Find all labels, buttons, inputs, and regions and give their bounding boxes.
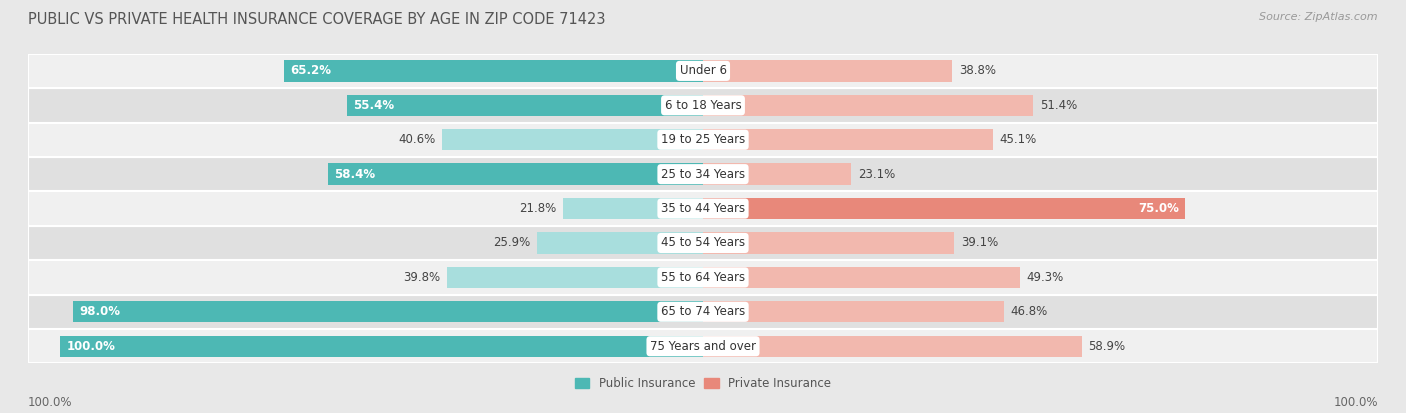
Text: 46.8%: 46.8% <box>1011 305 1047 318</box>
Text: 55 to 64 Years: 55 to 64 Years <box>661 271 745 284</box>
Text: 39.8%: 39.8% <box>404 271 440 284</box>
Text: 100.0%: 100.0% <box>1333 396 1378 409</box>
Bar <box>28 88 1378 123</box>
Text: 39.1%: 39.1% <box>960 237 998 249</box>
Bar <box>441 129 703 150</box>
Text: 65 to 74 Years: 65 to 74 Years <box>661 305 745 318</box>
Text: 51.4%: 51.4% <box>1040 99 1077 112</box>
Bar <box>703 95 1033 116</box>
Text: Source: ZipAtlas.com: Source: ZipAtlas.com <box>1260 12 1378 22</box>
Bar <box>703 301 1004 323</box>
Bar <box>328 164 703 185</box>
Bar <box>28 157 1378 191</box>
Text: PUBLIC VS PRIVATE HEALTH INSURANCE COVERAGE BY AGE IN ZIP CODE 71423: PUBLIC VS PRIVATE HEALTH INSURANCE COVER… <box>28 12 606 27</box>
Bar <box>703 335 1081 357</box>
Bar <box>28 54 1378 88</box>
Bar <box>703 164 852 185</box>
Text: 45.1%: 45.1% <box>1000 133 1036 146</box>
Text: 38.8%: 38.8% <box>959 64 995 77</box>
Bar <box>703 129 993 150</box>
Bar <box>537 232 703 254</box>
Bar <box>28 260 1378 294</box>
Text: 55.4%: 55.4% <box>353 99 395 112</box>
Bar <box>562 198 703 219</box>
Text: 100.0%: 100.0% <box>28 396 73 409</box>
Bar <box>60 335 703 357</box>
Bar <box>703 60 952 81</box>
Bar <box>73 301 703 323</box>
Bar <box>28 329 1378 363</box>
Text: 25 to 34 Years: 25 to 34 Years <box>661 168 745 180</box>
Text: 75.0%: 75.0% <box>1137 202 1178 215</box>
Text: 6 to 18 Years: 6 to 18 Years <box>665 99 741 112</box>
Text: 98.0%: 98.0% <box>80 305 121 318</box>
Bar <box>703 198 1185 219</box>
Bar <box>447 267 703 288</box>
Bar <box>347 95 703 116</box>
Text: 58.4%: 58.4% <box>335 168 375 180</box>
Bar <box>28 191 1378 226</box>
Text: 21.8%: 21.8% <box>519 202 557 215</box>
Legend: Public Insurance, Private Insurance: Public Insurance, Private Insurance <box>571 372 835 395</box>
Text: 19 to 25 Years: 19 to 25 Years <box>661 133 745 146</box>
Text: 25.9%: 25.9% <box>494 237 530 249</box>
Text: 49.3%: 49.3% <box>1026 271 1063 284</box>
Text: 35 to 44 Years: 35 to 44 Years <box>661 202 745 215</box>
Text: Under 6: Under 6 <box>679 64 727 77</box>
Text: 65.2%: 65.2% <box>291 64 332 77</box>
Bar <box>28 123 1378 157</box>
Bar <box>28 294 1378 329</box>
Text: 45 to 54 Years: 45 to 54 Years <box>661 237 745 249</box>
Bar <box>703 232 955 254</box>
Text: 100.0%: 100.0% <box>66 340 115 353</box>
Text: 40.6%: 40.6% <box>398 133 436 146</box>
Text: 23.1%: 23.1% <box>858 168 896 180</box>
Bar <box>28 226 1378 260</box>
Bar <box>284 60 703 81</box>
Text: 58.9%: 58.9% <box>1088 340 1125 353</box>
Text: 75 Years and over: 75 Years and over <box>650 340 756 353</box>
Bar <box>703 267 1019 288</box>
